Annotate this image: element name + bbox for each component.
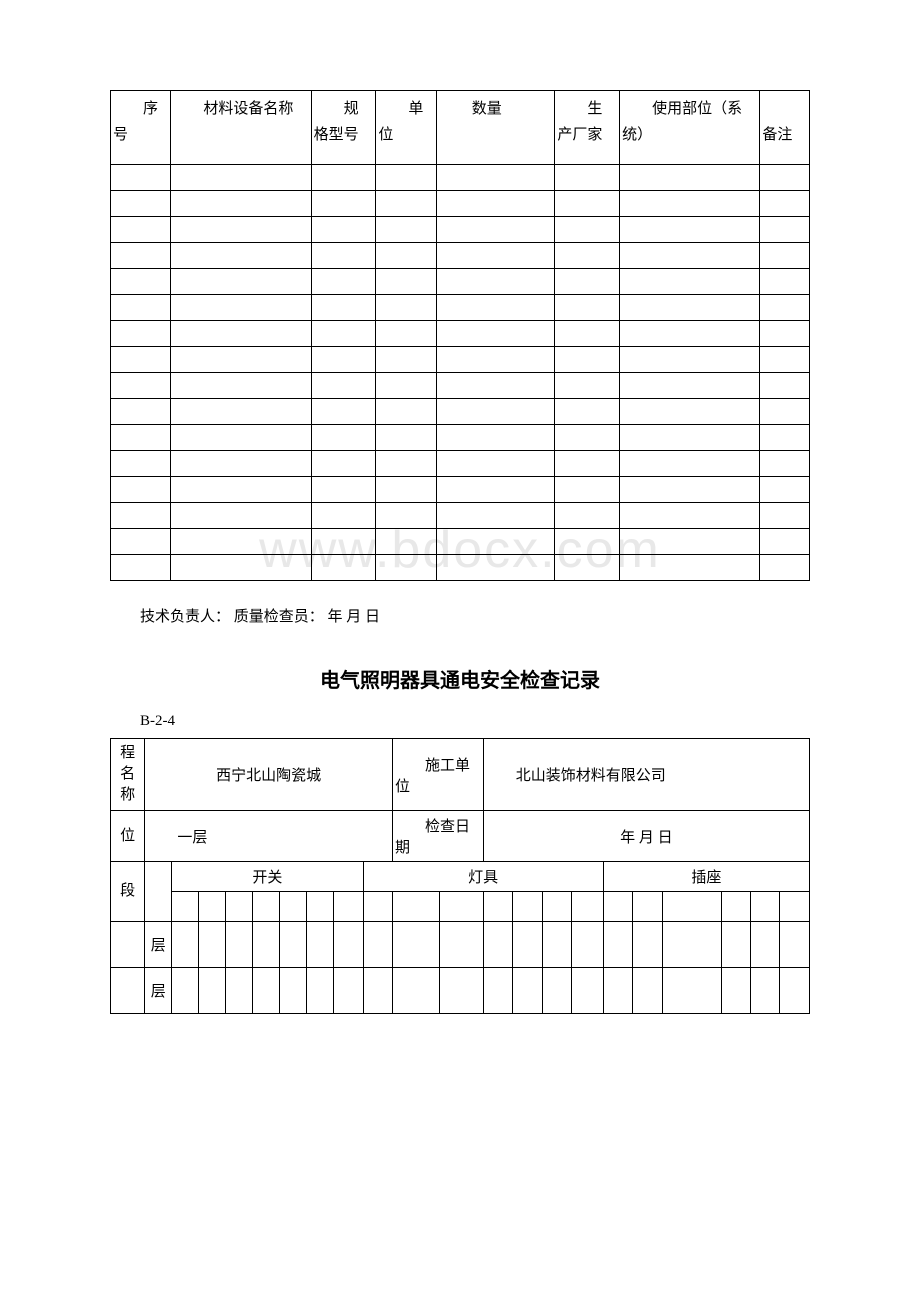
table1-row: [111, 191, 810, 217]
table1-row: [111, 295, 810, 321]
label-floor-1: 层: [145, 922, 172, 968]
table1-row: [111, 529, 810, 555]
inspection-table: 程名称 西宁北山陶瓷城 施工单位 北山装饰材料有限公司 位 一层 检查日期 年 …: [110, 738, 810, 1014]
t2-r2-c0: [111, 968, 145, 1014]
label-floor-2: 层: [145, 968, 172, 1014]
table1-row: [111, 165, 810, 191]
value-project-name: 西宁北山陶瓷城: [145, 739, 393, 811]
col-usage: 使用部位（系统）: [620, 91, 760, 165]
label-check-date: 检查日期: [392, 811, 483, 862]
group-switch: 开关: [172, 862, 363, 892]
value-position: 一层: [145, 811, 393, 862]
col-unit: 单位: [376, 91, 436, 165]
t2-data-row-1: 层: [111, 922, 810, 968]
t2-row-project: 程名称 西宁北山陶瓷城 施工单位 北山装饰材料有限公司: [111, 739, 810, 811]
table1-row: [111, 217, 810, 243]
col-spec: 规格型号: [311, 91, 376, 165]
label-construction-unit: 施工单位: [392, 739, 483, 811]
t2-r1-c0: [111, 922, 145, 968]
table1-row: [111, 321, 810, 347]
signature-line: 技术负责人： 质量检查员： 年 月 日: [140, 605, 810, 626]
col-remark: 备注: [760, 91, 810, 165]
table1-header-row: 序号 材料设备名称 规格型号 单位 数量 生产厂家 使用部位（系统） 备注: [111, 91, 810, 165]
value-check-date: 年 月 日: [483, 811, 809, 862]
table1-row: [111, 269, 810, 295]
label-position: 位: [111, 811, 145, 862]
col-seq: 序号: [111, 91, 171, 165]
table1-row: [111, 347, 810, 373]
table1-row: [111, 477, 810, 503]
table1-row: [111, 243, 810, 269]
table1-row: [111, 425, 810, 451]
materials-table: 序号 材料设备名称 规格型号 单位 数量 生产厂家 使用部位（系统） 备注: [110, 90, 810, 581]
t2-row-subheaders: [111, 892, 810, 922]
table1-row: [111, 503, 810, 529]
t2-row-position: 位 一层 检查日期 年 月 日: [111, 811, 810, 862]
t2-empty: [145, 862, 172, 922]
col-manufacturer: 生产厂家: [555, 91, 620, 165]
t2-row-groups: 段 开关 灯具 插座: [111, 862, 810, 892]
table1-row: [111, 451, 810, 477]
table1-row: [111, 399, 810, 425]
group-lamp: 灯具: [363, 862, 603, 892]
label-project-name: 程名称: [111, 739, 145, 811]
form-code: B-2-4: [140, 713, 810, 730]
col-quantity: 数量: [436, 91, 555, 165]
table1-row: [111, 373, 810, 399]
table1-row: [111, 555, 810, 581]
label-section: 段: [111, 862, 145, 922]
group-socket: 插座: [603, 862, 809, 892]
value-construction-unit: 北山装饰材料有限公司: [483, 739, 809, 811]
section-title: 电气照明器具通电安全检查记录: [110, 664, 810, 693]
t2-data-row-2: 层: [111, 968, 810, 1014]
col-material-name: 材料设备名称: [171, 91, 311, 165]
